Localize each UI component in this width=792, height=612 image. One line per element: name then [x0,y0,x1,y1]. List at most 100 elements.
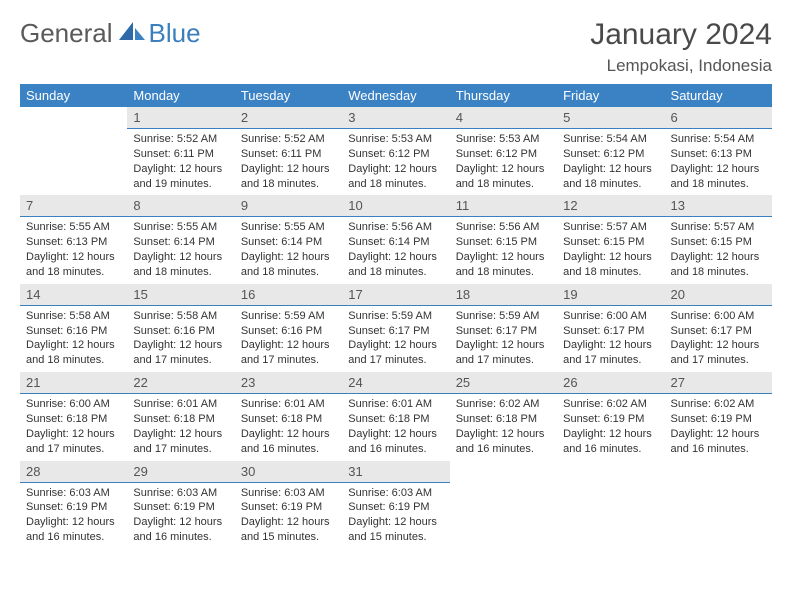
day-details: Sunrise: 5:56 AMSunset: 6:15 PMDaylight:… [450,217,557,283]
day-details: Sunrise: 5:57 AMSunset: 6:15 PMDaylight:… [665,217,772,283]
logo-sail-icon [119,20,145,47]
day-number: 22 [127,372,234,394]
day-details: Sunrise: 6:01 AMSunset: 6:18 PMDaylight:… [342,394,449,460]
weekday-header: Thursday [450,84,557,107]
day-details: Sunrise: 5:52 AMSunset: 6:11 PMDaylight:… [235,129,342,195]
calendar-day-cell: 19Sunrise: 6:00 AMSunset: 6:17 PMDayligh… [557,284,664,372]
day-details: Sunrise: 6:01 AMSunset: 6:18 PMDaylight:… [235,394,342,460]
calendar-day-cell: 23Sunrise: 6:01 AMSunset: 6:18 PMDayligh… [235,372,342,460]
weekday-header: Friday [557,84,664,107]
calendar-table: SundayMondayTuesdayWednesdayThursdayFrid… [20,84,772,549]
calendar-day-cell [450,461,557,549]
day-details: Sunrise: 6:00 AMSunset: 6:17 PMDaylight:… [665,306,772,372]
day-details: Sunrise: 5:55 AMSunset: 6:14 PMDaylight:… [127,217,234,283]
day-number: 20 [665,284,772,306]
calendar-day-cell: 22Sunrise: 6:01 AMSunset: 6:18 PMDayligh… [127,372,234,460]
location: Lempokasi, Indonesia [590,56,772,76]
calendar-day-cell: 16Sunrise: 5:59 AMSunset: 6:16 PMDayligh… [235,284,342,372]
day-number: 21 [20,372,127,394]
day-details: Sunrise: 5:59 AMSunset: 6:17 PMDaylight:… [342,306,449,372]
calendar-day-cell: 13Sunrise: 5:57 AMSunset: 6:15 PMDayligh… [665,195,772,283]
day-number: 14 [20,284,127,306]
day-details: Sunrise: 6:02 AMSunset: 6:19 PMDaylight:… [665,394,772,460]
day-number: 23 [235,372,342,394]
calendar-day-cell: 14Sunrise: 5:58 AMSunset: 6:16 PMDayligh… [20,284,127,372]
day-number: 16 [235,284,342,306]
day-number: 30 [235,461,342,483]
day-details: Sunrise: 5:53 AMSunset: 6:12 PMDaylight:… [450,129,557,195]
calendar-day-cell: 21Sunrise: 6:00 AMSunset: 6:18 PMDayligh… [20,372,127,460]
day-details: Sunrise: 5:59 AMSunset: 6:17 PMDaylight:… [450,306,557,372]
day-number: 7 [20,195,127,217]
title-block: January 2024 Lempokasi, Indonesia [590,18,772,76]
calendar-week-row: 14Sunrise: 5:58 AMSunset: 6:16 PMDayligh… [20,284,772,372]
day-number: 24 [342,372,449,394]
day-number: 29 [127,461,234,483]
day-number: 8 [127,195,234,217]
calendar-day-cell: 6Sunrise: 5:54 AMSunset: 6:13 PMDaylight… [665,107,772,195]
weekday-header: Tuesday [235,84,342,107]
day-number: 3 [342,107,449,129]
calendar-day-cell [557,461,664,549]
calendar-day-cell: 15Sunrise: 5:58 AMSunset: 6:16 PMDayligh… [127,284,234,372]
day-number: 27 [665,372,772,394]
day-number: 25 [450,372,557,394]
day-number: 15 [127,284,234,306]
day-details: Sunrise: 5:54 AMSunset: 6:13 PMDaylight:… [665,129,772,195]
logo-text-blue: Blue [149,18,201,49]
calendar-day-cell: 1Sunrise: 5:52 AMSunset: 6:11 PMDaylight… [127,107,234,195]
calendar-day-cell: 7Sunrise: 5:55 AMSunset: 6:13 PMDaylight… [20,195,127,283]
day-details: Sunrise: 6:00 AMSunset: 6:17 PMDaylight:… [557,306,664,372]
weekday-header: Monday [127,84,234,107]
calendar-day-cell [20,107,127,195]
calendar-week-row: 7Sunrise: 5:55 AMSunset: 6:13 PMDaylight… [20,195,772,283]
day-details: Sunrise: 5:58 AMSunset: 6:16 PMDaylight:… [127,306,234,372]
calendar-day-cell: 29Sunrise: 6:03 AMSunset: 6:19 PMDayligh… [127,461,234,549]
calendar-day-cell: 11Sunrise: 5:56 AMSunset: 6:15 PMDayligh… [450,195,557,283]
day-number: 10 [342,195,449,217]
calendar-day-cell: 8Sunrise: 5:55 AMSunset: 6:14 PMDaylight… [127,195,234,283]
day-details: Sunrise: 5:55 AMSunset: 6:13 PMDaylight:… [20,217,127,283]
calendar-day-cell: 17Sunrise: 5:59 AMSunset: 6:17 PMDayligh… [342,284,449,372]
weekday-header: Saturday [665,84,772,107]
calendar-day-cell: 20Sunrise: 6:00 AMSunset: 6:17 PMDayligh… [665,284,772,372]
day-details: Sunrise: 5:52 AMSunset: 6:11 PMDaylight:… [127,129,234,195]
calendar-day-cell: 4Sunrise: 5:53 AMSunset: 6:12 PMDaylight… [450,107,557,195]
calendar-day-cell: 5Sunrise: 5:54 AMSunset: 6:12 PMDaylight… [557,107,664,195]
calendar-day-cell [665,461,772,549]
day-details: Sunrise: 6:03 AMSunset: 6:19 PMDaylight:… [342,483,449,549]
day-details: Sunrise: 6:02 AMSunset: 6:18 PMDaylight:… [450,394,557,460]
logo: General Blue [20,18,201,49]
day-details: Sunrise: 5:53 AMSunset: 6:12 PMDaylight:… [342,129,449,195]
day-details: Sunrise: 5:57 AMSunset: 6:15 PMDaylight:… [557,217,664,283]
calendar-day-cell: 31Sunrise: 6:03 AMSunset: 6:19 PMDayligh… [342,461,449,549]
header: General Blue January 2024 Lempokasi, Ind… [20,18,772,76]
calendar-day-cell: 27Sunrise: 6:02 AMSunset: 6:19 PMDayligh… [665,372,772,460]
month-title: January 2024 [590,18,772,52]
day-details: Sunrise: 6:00 AMSunset: 6:18 PMDaylight:… [20,394,127,460]
calendar-week-row: 21Sunrise: 6:00 AMSunset: 6:18 PMDayligh… [20,372,772,460]
weekday-header: Wednesday [342,84,449,107]
calendar-week-row: 28Sunrise: 6:03 AMSunset: 6:19 PMDayligh… [20,461,772,549]
day-number: 18 [450,284,557,306]
day-number: 4 [450,107,557,129]
calendar-day-cell: 25Sunrise: 6:02 AMSunset: 6:18 PMDayligh… [450,372,557,460]
day-number: 31 [342,461,449,483]
calendar-body: 1Sunrise: 5:52 AMSunset: 6:11 PMDaylight… [20,107,772,549]
day-details: Sunrise: 5:56 AMSunset: 6:14 PMDaylight:… [342,217,449,283]
day-details: Sunrise: 5:55 AMSunset: 6:14 PMDaylight:… [235,217,342,283]
calendar-week-row: 1Sunrise: 5:52 AMSunset: 6:11 PMDaylight… [20,107,772,195]
calendar-day-cell: 12Sunrise: 5:57 AMSunset: 6:15 PMDayligh… [557,195,664,283]
calendar-head: SundayMondayTuesdayWednesdayThursdayFrid… [20,84,772,107]
calendar-day-cell: 18Sunrise: 5:59 AMSunset: 6:17 PMDayligh… [450,284,557,372]
day-details: Sunrise: 6:02 AMSunset: 6:19 PMDaylight:… [557,394,664,460]
day-number: 1 [127,107,234,129]
day-details: Sunrise: 5:58 AMSunset: 6:16 PMDaylight:… [20,306,127,372]
calendar-day-cell: 3Sunrise: 5:53 AMSunset: 6:12 PMDaylight… [342,107,449,195]
calendar-day-cell: 2Sunrise: 5:52 AMSunset: 6:11 PMDaylight… [235,107,342,195]
day-number: 6 [665,107,772,129]
calendar-day-cell: 30Sunrise: 6:03 AMSunset: 6:19 PMDayligh… [235,461,342,549]
calendar-day-cell: 28Sunrise: 6:03 AMSunset: 6:19 PMDayligh… [20,461,127,549]
day-details: Sunrise: 6:03 AMSunset: 6:19 PMDaylight:… [20,483,127,549]
day-details: Sunrise: 6:01 AMSunset: 6:18 PMDaylight:… [127,394,234,460]
